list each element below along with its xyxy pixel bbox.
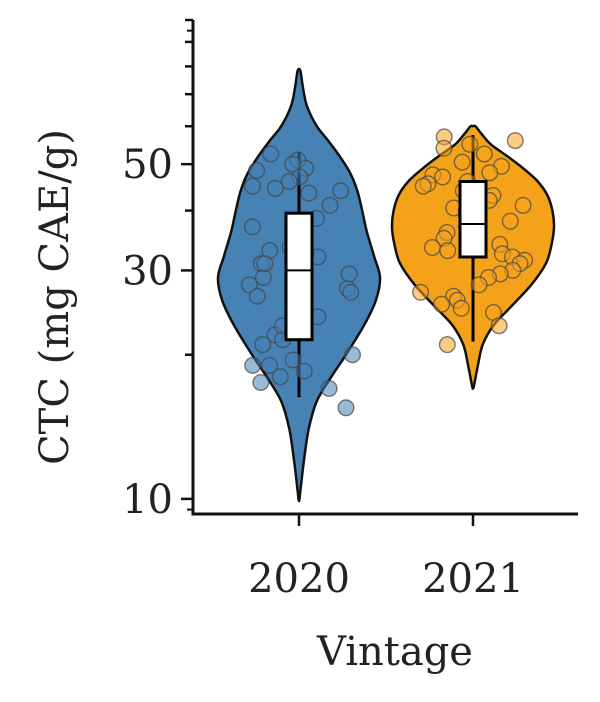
data-point [254,269,272,287]
data-point [414,177,432,195]
data-point [344,346,362,364]
data-point [337,399,355,417]
data-point [439,242,457,260]
data-point [452,299,470,317]
data-point [490,317,508,335]
data-point [423,238,441,256]
data-point [434,168,452,186]
data-point [248,161,266,179]
data-point [340,265,358,283]
data-point [461,135,479,153]
data-point [280,172,298,190]
data-point [244,177,262,195]
x-tick-label: 2020 [248,556,350,602]
y-tick-label: 50 [122,142,173,188]
data-point [475,145,493,163]
x-axis-title: Vintage [316,629,473,675]
data-point [261,356,279,374]
data-point [342,283,360,301]
data-point [284,351,302,369]
data-point [254,336,272,354]
data-point [435,139,453,157]
data-point [248,287,266,305]
data-point [262,145,280,163]
box-2020 [284,211,314,342]
data-point [481,164,499,182]
data-point [300,184,318,202]
data-point [243,218,261,236]
y-axis-title: CTC (mg CAE/g) [32,129,78,465]
data-point [256,255,274,273]
data-point [412,283,430,301]
data-point [332,182,350,200]
data-point [514,196,532,214]
data-point [266,179,284,197]
plot-area [216,67,556,503]
x-tick-label: 2021 [422,556,524,602]
data-point [470,276,488,294]
data-point [433,295,451,313]
box-2021 [458,180,488,259]
data-point [244,356,262,374]
y-tick-label: 30 [122,248,173,294]
data-point [295,362,313,380]
data-point [453,153,471,171]
data-point [506,132,524,150]
violin-group-2021 [390,124,556,390]
data-point [320,380,338,398]
violin-group-2020 [216,67,382,503]
data-point [438,336,456,354]
axes: 10 30 50 2020 2021 [122,18,578,602]
data-point [252,374,270,392]
data-point [271,368,289,386]
data-point [501,212,519,230]
y-tick-label: 10 [122,477,173,523]
data-point [284,155,302,173]
data-point [321,196,339,214]
